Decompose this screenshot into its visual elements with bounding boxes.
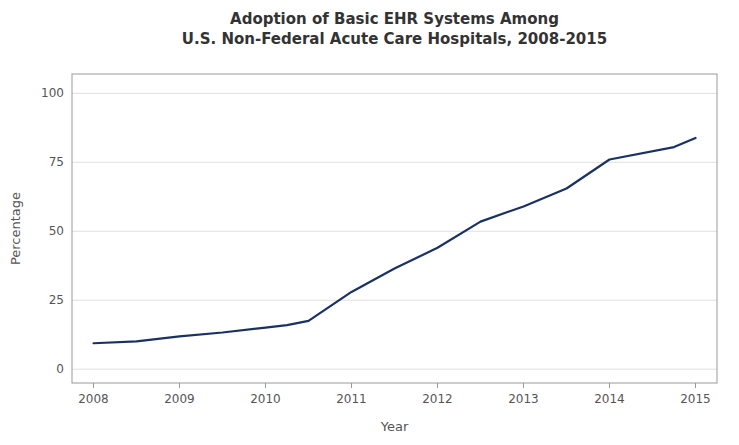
grid [72, 93, 717, 369]
background [0, 0, 739, 445]
grid-line [72, 300, 717, 301]
x-tick-label: 2008 [78, 392, 109, 406]
x-tick-label: 2009 [164, 392, 195, 406]
x-tick-label: 2010 [250, 392, 281, 406]
y-tick-label: 50 [49, 224, 64, 238]
y-tick-label: 100 [41, 86, 64, 100]
x-tick-label: 2013 [508, 392, 539, 406]
chart-svg: 0255075100200820092010201120122013201420… [0, 0, 739, 445]
x-tick [437, 383, 438, 388]
x-tick-label: 2015 [680, 392, 711, 406]
x-tick-label: 2014 [594, 392, 625, 406]
x-tick [351, 383, 352, 388]
grid-line [72, 369, 717, 370]
x-tick [93, 383, 94, 388]
x-tick [523, 383, 524, 388]
plot-frame [72, 74, 717, 383]
y-tick-label: 25 [49, 293, 64, 307]
x-tick [695, 383, 696, 388]
y-tick-label: 0 [56, 362, 64, 376]
x-axis: 2008 2009 2010 2011 2012 2013 2014 2015 [78, 383, 711, 406]
y-axis: 0 25 50 75 100 [41, 86, 64, 376]
x-axis-label: Year [380, 419, 409, 434]
x-tick [179, 383, 180, 388]
data-line [94, 138, 696, 343]
chart-title: Adoption of Basic EHR Systems AmongU.S. … [182, 10, 607, 48]
y-axis-label: Percentage [8, 192, 23, 265]
grid-line [72, 231, 717, 232]
chart-container: 0255075100200820092010201120122013201420… [0, 0, 739, 445]
y-tick-label: 75 [49, 155, 64, 169]
x-tick [265, 383, 266, 388]
x-tick-label: 2011 [336, 392, 367, 406]
grid-line [72, 93, 717, 94]
x-tick-label: 2012 [422, 392, 453, 406]
data-layer [94, 138, 696, 343]
x-tick [609, 383, 610, 388]
grid-line [72, 162, 717, 163]
